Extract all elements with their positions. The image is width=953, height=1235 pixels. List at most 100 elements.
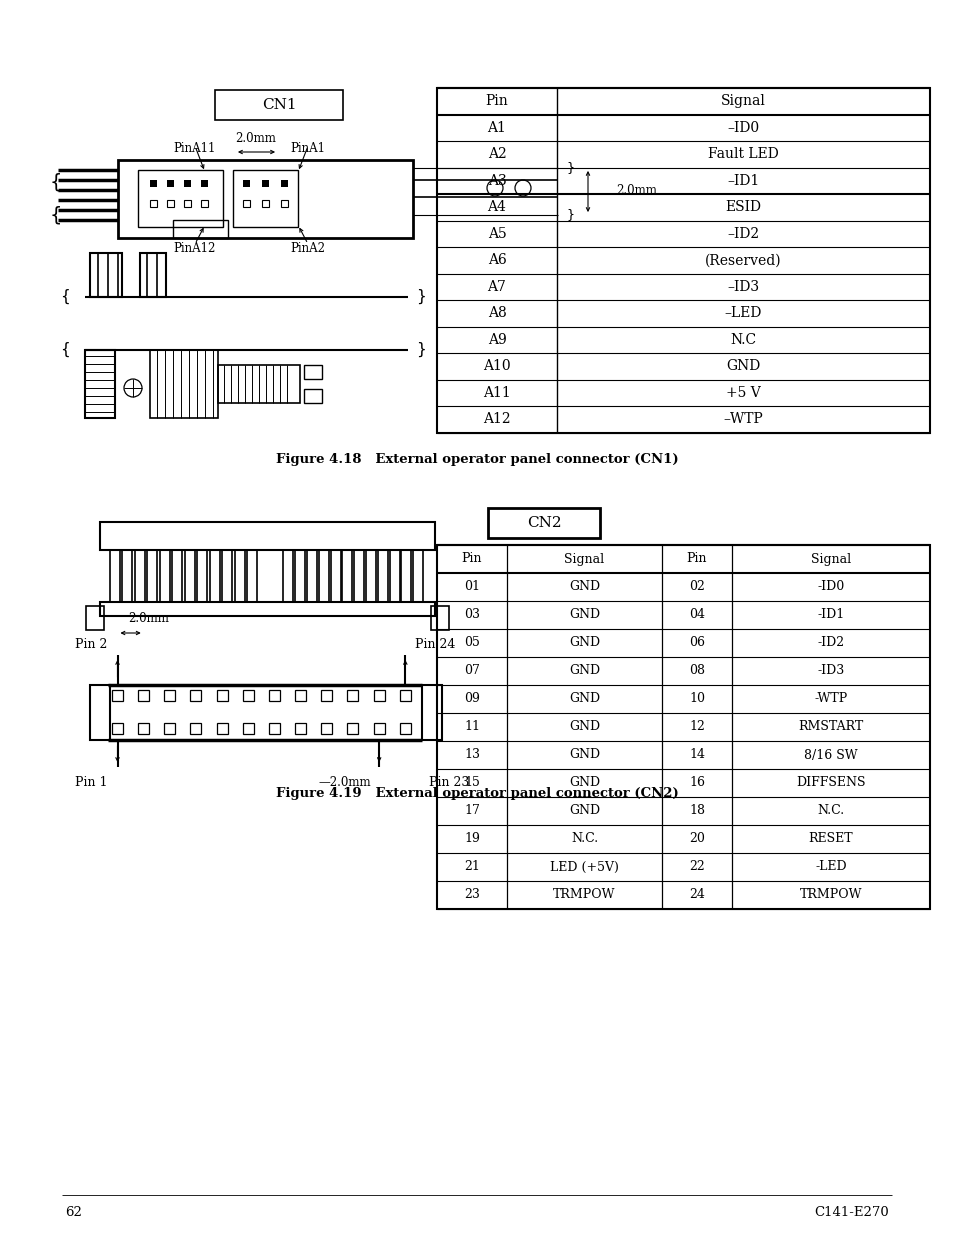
Bar bbox=[233, 170, 297, 227]
Bar bbox=[167, 180, 173, 186]
Text: $\{$: $\{$ bbox=[49, 170, 61, 193]
Bar bbox=[295, 550, 305, 601]
Text: C141-E270: C141-E270 bbox=[814, 1207, 888, 1219]
Text: 8/16 SW: 8/16 SW bbox=[803, 748, 857, 762]
Bar bbox=[243, 690, 253, 701]
Text: 12: 12 bbox=[688, 720, 704, 734]
Bar bbox=[100, 522, 435, 550]
Bar bbox=[247, 550, 256, 601]
Bar bbox=[201, 200, 208, 207]
Bar bbox=[431, 606, 449, 630]
Bar bbox=[122, 550, 132, 601]
Text: A2: A2 bbox=[487, 147, 506, 162]
Bar bbox=[218, 366, 299, 403]
Bar bbox=[167, 200, 173, 207]
Text: GND: GND bbox=[568, 664, 599, 678]
Text: N.C.: N.C. bbox=[817, 804, 843, 818]
Bar bbox=[399, 690, 411, 701]
Text: Pin 23: Pin 23 bbox=[429, 777, 469, 789]
Bar bbox=[318, 550, 329, 601]
Bar bbox=[374, 722, 384, 734]
Bar bbox=[150, 350, 218, 417]
Text: 04: 04 bbox=[688, 609, 704, 621]
Text: PinA12: PinA12 bbox=[173, 242, 216, 254]
Bar bbox=[90, 685, 110, 740]
Bar bbox=[110, 550, 120, 601]
Bar bbox=[100, 601, 435, 616]
Text: A5: A5 bbox=[487, 227, 506, 241]
Text: –ID3: –ID3 bbox=[727, 280, 759, 294]
Bar bbox=[304, 366, 322, 379]
Text: A1: A1 bbox=[487, 121, 506, 135]
Text: $\{$: $\{$ bbox=[60, 341, 70, 359]
Text: PinA2: PinA2 bbox=[291, 242, 325, 254]
Bar bbox=[86, 606, 104, 630]
Bar bbox=[118, 161, 413, 238]
Text: GND: GND bbox=[568, 748, 599, 762]
Bar bbox=[210, 550, 219, 601]
Bar bbox=[389, 550, 399, 601]
Text: 62: 62 bbox=[65, 1207, 82, 1219]
Text: A7: A7 bbox=[487, 280, 506, 294]
Text: 20: 20 bbox=[688, 832, 704, 846]
Text: 10: 10 bbox=[688, 693, 704, 705]
Text: Signal: Signal bbox=[810, 552, 850, 566]
Text: 2.0mm: 2.0mm bbox=[128, 613, 169, 625]
Bar bbox=[283, 550, 294, 601]
Bar bbox=[347, 722, 358, 734]
Text: ESID: ESID bbox=[724, 200, 760, 214]
Bar bbox=[342, 550, 352, 601]
Bar bbox=[134, 550, 145, 601]
Bar bbox=[354, 550, 364, 601]
Text: 11: 11 bbox=[463, 720, 479, 734]
Bar bbox=[172, 220, 228, 238]
Bar bbox=[150, 200, 157, 207]
Text: –ID0: –ID0 bbox=[727, 121, 759, 135]
Text: 2.0mm: 2.0mm bbox=[616, 184, 657, 198]
Text: $\}$: $\}$ bbox=[565, 161, 574, 175]
Text: (Reserved): (Reserved) bbox=[704, 253, 781, 267]
Bar bbox=[138, 170, 223, 227]
Bar bbox=[191, 722, 201, 734]
Bar bbox=[243, 722, 253, 734]
Text: GND: GND bbox=[568, 636, 599, 650]
Bar bbox=[185, 550, 194, 601]
Text: 22: 22 bbox=[688, 861, 704, 873]
Text: Figure 4.18   External operator panel connector (CN1): Figure 4.18 External operator panel conn… bbox=[275, 453, 678, 467]
Bar bbox=[269, 722, 280, 734]
Text: GND: GND bbox=[725, 359, 760, 373]
Text: A11: A11 bbox=[482, 385, 511, 400]
Text: 24: 24 bbox=[688, 888, 704, 902]
Bar bbox=[488, 508, 599, 538]
Text: CN2: CN2 bbox=[526, 516, 560, 530]
Text: –LED: –LED bbox=[724, 306, 761, 320]
Text: DIFFSENS: DIFFSENS bbox=[796, 777, 864, 789]
Bar bbox=[321, 690, 332, 701]
Text: 06: 06 bbox=[688, 636, 704, 650]
Text: 09: 09 bbox=[463, 693, 479, 705]
Bar bbox=[401, 550, 411, 601]
Bar bbox=[201, 180, 208, 186]
Text: TRMPOW: TRMPOW bbox=[553, 888, 615, 902]
Bar bbox=[374, 690, 384, 701]
Text: Pin: Pin bbox=[686, 552, 706, 566]
Text: GND: GND bbox=[568, 720, 599, 734]
Text: 23: 23 bbox=[463, 888, 479, 902]
Bar bbox=[147, 550, 157, 601]
Bar bbox=[90, 253, 122, 296]
Text: 05: 05 bbox=[463, 636, 479, 650]
Text: -WTP: -WTP bbox=[814, 693, 846, 705]
Text: -ID3: -ID3 bbox=[817, 664, 843, 678]
Bar bbox=[85, 350, 115, 417]
Bar bbox=[172, 550, 182, 601]
Text: A3: A3 bbox=[487, 174, 506, 188]
Text: –WTP: –WTP bbox=[723, 412, 762, 426]
Text: A4: A4 bbox=[487, 200, 506, 214]
Bar bbox=[112, 722, 123, 734]
Text: Pin 2: Pin 2 bbox=[75, 638, 108, 652]
Text: 08: 08 bbox=[688, 664, 704, 678]
Text: A8: A8 bbox=[487, 306, 506, 320]
Bar bbox=[421, 685, 441, 740]
Bar bbox=[262, 200, 269, 207]
Bar bbox=[184, 180, 191, 186]
